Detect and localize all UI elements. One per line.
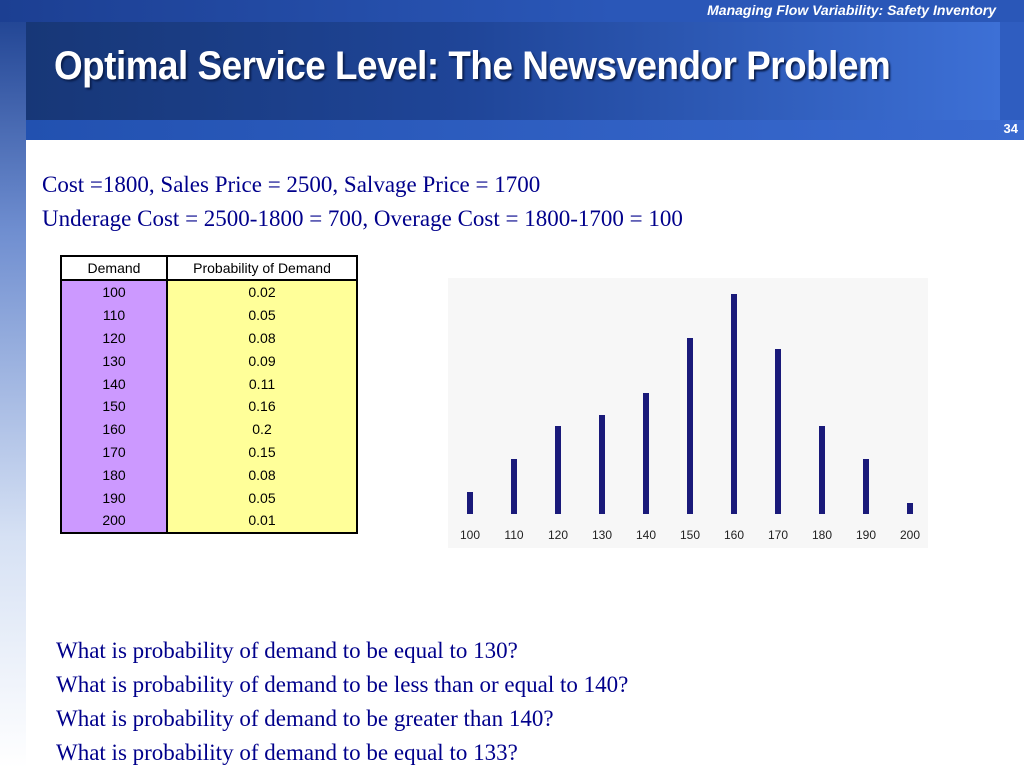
x-tick-label: 120	[548, 528, 568, 542]
right-decor-band	[1000, 22, 1024, 120]
table-row: 160 0.2	[61, 417, 357, 441]
title-banner: Optimal Service Level: The Newsvendor Pr…	[26, 22, 1000, 122]
x-tick-label: 150	[680, 528, 700, 542]
demand-cell: 190	[61, 486, 168, 509]
x-tick-label: 100	[460, 528, 480, 542]
chart-bar	[555, 426, 561, 514]
question-3: What is probability of demand to be grea…	[56, 706, 554, 731]
chart-bar	[511, 459, 517, 514]
table-row: 130 0.09	[61, 349, 357, 373]
probability-cell: 0.11	[167, 372, 357, 395]
chart-bar	[775, 349, 781, 514]
chart-bar	[731, 294, 737, 514]
course-title: Managing Flow Variability: Safety Invent…	[707, 2, 996, 18]
chart-bar	[687, 338, 693, 514]
x-tick-label: 170	[768, 528, 788, 542]
demand-bar-chart: 100 110 120 130 140 150 160 170 180 190 200	[448, 278, 928, 548]
demand-cell: 150	[61, 394, 168, 418]
demand-cell: 200	[61, 508, 168, 533]
table-row: 120 0.08	[61, 326, 357, 350]
table-row: 180 0.08	[61, 463, 357, 487]
probability-cell: 0.16	[167, 394, 357, 418]
table-header-row: Demand Probability of Demand	[60, 255, 358, 281]
cost-line: Cost =1800, Sales Price = 2500, Salvage …	[42, 172, 541, 197]
left-decor-strip	[0, 0, 26, 768]
intro-text: Cost =1800, Sales Price = 2500, Salvage …	[42, 168, 683, 236]
demand-cell: 170	[61, 440, 168, 464]
probability-cell: 0.05	[167, 486, 357, 509]
probability-cell: 0.08	[167, 326, 357, 350]
chart-bar	[599, 415, 605, 514]
table-row: 190 0.05	[61, 486, 357, 509]
table-row: 140 0.11	[61, 372, 357, 395]
demand-cell: 120	[61, 326, 168, 350]
probability-cell: 0.15	[167, 440, 357, 464]
probability-cell: 0.2	[167, 417, 357, 441]
x-tick-label: 130	[592, 528, 612, 542]
demand-cell: 110	[61, 303, 168, 327]
table-row: 200 0.01	[61, 508, 357, 533]
demand-cell: 180	[61, 463, 168, 487]
slide-number: 34	[1003, 121, 1018, 136]
demand-cell: 140	[61, 372, 168, 395]
page-title: Optimal Service Level: The Newsvendor Pr…	[54, 44, 891, 88]
questions-list: What is probability of demand to be equa…	[56, 634, 628, 770]
question-2: What is probability of demand to be less…	[56, 672, 629, 697]
chart-bar	[863, 459, 869, 514]
demand-header: Demand	[60, 255, 168, 281]
probability-cell: 0.08	[167, 463, 357, 487]
table-row: 110 0.05	[61, 303, 357, 327]
top-band: Managing Flow Variability: Safety Invent…	[0, 0, 1024, 22]
chart-bar	[907, 503, 913, 514]
table-row: 100 0.02	[61, 280, 357, 304]
chart-bar	[643, 393, 649, 514]
chart-bar	[467, 492, 473, 514]
question-4: What is probability of demand to be equa…	[56, 740, 518, 765]
demand-probability-table: Demand Probability of Demand 100 0.02 110…	[60, 255, 358, 534]
demand-cell: 130	[61, 349, 168, 373]
chart-bar	[819, 426, 825, 514]
x-tick-label: 200	[900, 528, 920, 542]
demand-cell: 160	[61, 417, 168, 441]
probability-header: Probability of Demand	[166, 255, 358, 281]
chart-canvas: 100 110 120 130 140 150 160 170 180 190 200	[448, 278, 928, 548]
x-tick-label: 140	[636, 528, 656, 542]
demand-cell: 100	[61, 280, 168, 304]
x-tick-label: 180	[812, 528, 832, 542]
table-row: 150 0.16	[61, 394, 357, 418]
underage-overage-line: Underage Cost = 2500-1800 = 700, Overage…	[42, 206, 683, 231]
x-tick-label: 190	[856, 528, 876, 542]
probability-cell: 0.02	[167, 280, 357, 304]
title-underline-band	[26, 120, 1024, 140]
probability-cell: 0.01	[167, 508, 357, 533]
probability-cell: 0.05	[167, 303, 357, 327]
x-tick-label: 160	[724, 528, 744, 542]
x-tick-label: 110	[504, 528, 523, 542]
question-1: What is probability of demand to be equa…	[56, 638, 518, 663]
probability-cell: 0.09	[167, 349, 357, 373]
table-row: 170 0.15	[61, 440, 357, 464]
